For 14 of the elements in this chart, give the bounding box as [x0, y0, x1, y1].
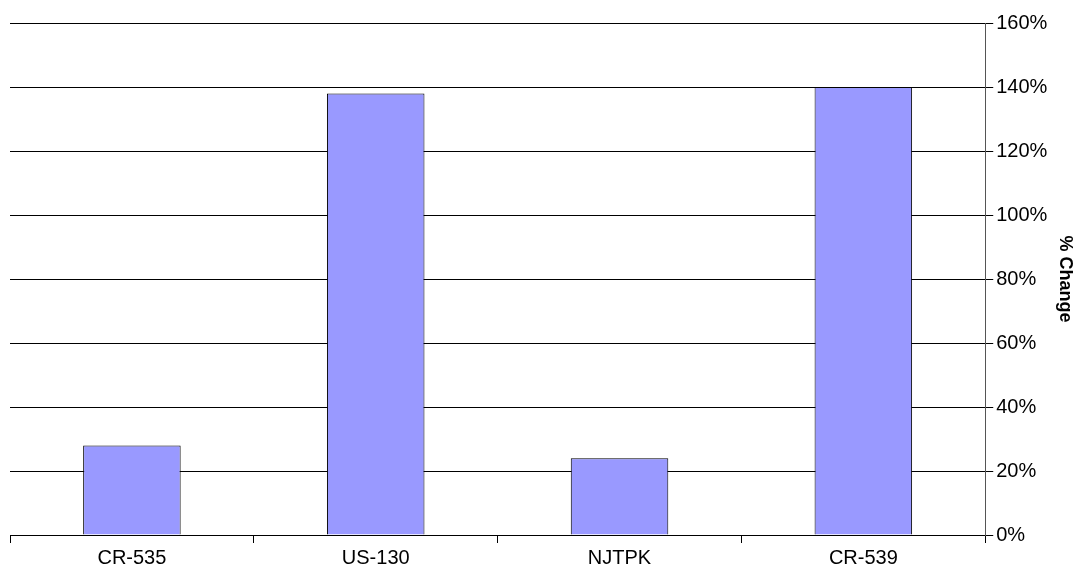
- x-tick-label: US-130: [341, 545, 410, 568]
- x-tick-label: CR-535: [97, 545, 167, 568]
- y-axis-title: % Change: [1056, 235, 1077, 323]
- y-tick-label: 160%: [996, 10, 1048, 33]
- x-tick-label: CR-539: [828, 545, 898, 568]
- y-tick-label: 100%: [996, 202, 1048, 225]
- y-tick-label: 60%: [996, 330, 1037, 353]
- x-tick-label: NJTPK: [587, 545, 652, 568]
- y-tick-label: 120%: [996, 138, 1048, 161]
- y-tick-label: 0%: [996, 522, 1026, 545]
- y-tick-label: 80%: [996, 266, 1037, 289]
- y-tick-label: 20%: [996, 458, 1037, 481]
- y-tick-label: 140%: [996, 74, 1048, 97]
- y-tick-label: 40%: [996, 394, 1037, 417]
